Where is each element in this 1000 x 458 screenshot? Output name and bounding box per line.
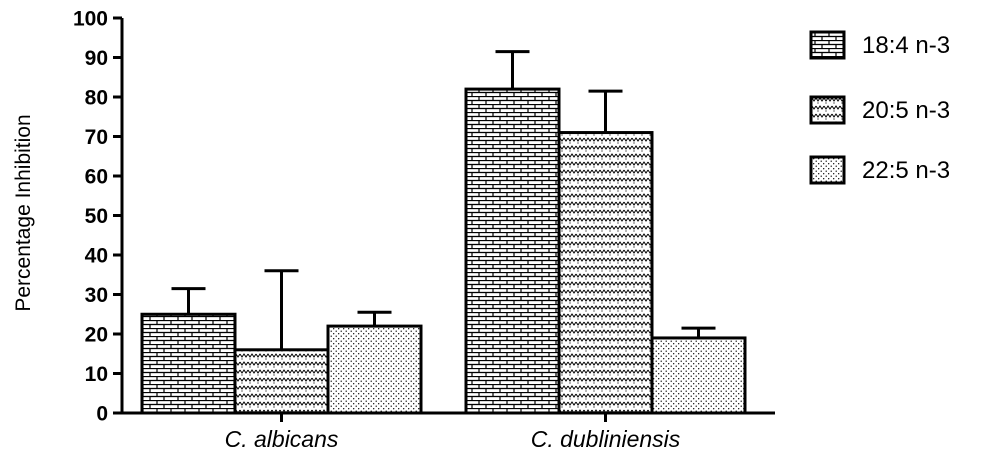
y-tick-label: 10: [85, 363, 108, 386]
x-axis: C. albicans C. dubliniensis: [122, 411, 775, 452]
legend-swatch: [809, 155, 846, 185]
bar: [326, 324, 423, 415]
y-tick-label: 60: [85, 166, 108, 189]
bar: [233, 348, 330, 415]
y-tick-label: 20: [85, 324, 108, 347]
legend-swatch: [809, 95, 846, 125]
legend: 18:4 n-3 20:5 n-3 22:5 n-3: [809, 30, 950, 185]
x-category-label: C. dubliniensis: [531, 426, 681, 452]
y-tick-label: 50: [85, 205, 108, 228]
y-tick-label: 70: [85, 126, 108, 149]
bar: [650, 336, 747, 415]
legend-label: 18:4 n-3: [862, 32, 950, 59]
legend-label: 22:5 n-3: [862, 157, 950, 184]
bar: [557, 131, 654, 415]
x-category-label: C. albicans: [225, 426, 339, 452]
legend-label: 20:5 n-3: [862, 97, 950, 124]
legend-swatch: [809, 30, 846, 60]
bar: [140, 312, 237, 415]
y-tick-label: 40: [85, 245, 108, 268]
y-tick-label: 100: [73, 8, 108, 31]
y-tick-label: 30: [85, 284, 108, 307]
bar: [464, 87, 561, 415]
y-axis-title: Percentage Inhibition: [12, 114, 35, 311]
y-tick-label: 90: [85, 47, 108, 70]
y-tick-label: 0: [96, 403, 108, 426]
y-tick-label: 80: [85, 87, 108, 110]
y-axis: 0 10 20 30 40 50 60 70 80 90 100: [73, 8, 124, 426]
bars: [140, 50, 747, 415]
